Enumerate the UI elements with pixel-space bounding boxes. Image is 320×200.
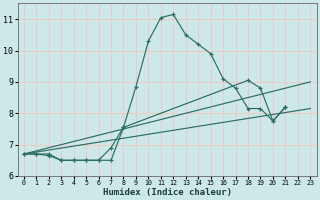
- X-axis label: Humidex (Indice chaleur): Humidex (Indice chaleur): [103, 188, 232, 197]
